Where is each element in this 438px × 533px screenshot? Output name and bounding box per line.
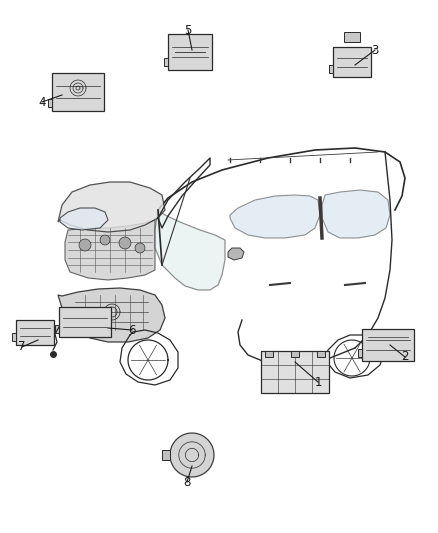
Bar xyxy=(362,329,414,361)
Text: 1: 1 xyxy=(314,376,322,389)
Bar xyxy=(55,325,59,333)
Bar xyxy=(162,450,170,460)
Polygon shape xyxy=(135,243,145,253)
Bar xyxy=(16,319,54,344)
Text: 5: 5 xyxy=(184,23,192,36)
Bar xyxy=(164,58,168,66)
Polygon shape xyxy=(58,288,165,342)
Polygon shape xyxy=(60,208,108,230)
Bar xyxy=(344,32,360,42)
Text: 6: 6 xyxy=(128,324,136,336)
Bar xyxy=(48,99,52,107)
Text: 2: 2 xyxy=(401,351,409,364)
Bar xyxy=(317,351,325,357)
Text: 7: 7 xyxy=(18,341,26,353)
Bar xyxy=(52,73,104,111)
Polygon shape xyxy=(100,235,110,245)
Bar xyxy=(333,47,371,77)
Bar xyxy=(265,351,273,357)
Polygon shape xyxy=(79,239,91,251)
Text: 3: 3 xyxy=(371,44,379,56)
Polygon shape xyxy=(230,195,320,238)
Polygon shape xyxy=(65,220,155,280)
Polygon shape xyxy=(228,248,244,260)
Bar xyxy=(329,65,333,73)
Text: 8: 8 xyxy=(184,475,191,489)
Polygon shape xyxy=(58,182,165,232)
Polygon shape xyxy=(322,190,390,238)
Bar xyxy=(12,333,16,341)
Polygon shape xyxy=(170,433,214,477)
Bar xyxy=(358,349,362,357)
Polygon shape xyxy=(119,237,131,249)
Bar xyxy=(168,34,212,70)
Bar xyxy=(261,351,329,393)
Bar xyxy=(59,307,111,337)
Polygon shape xyxy=(155,210,225,290)
Text: 4: 4 xyxy=(38,95,46,109)
Bar xyxy=(291,351,299,357)
